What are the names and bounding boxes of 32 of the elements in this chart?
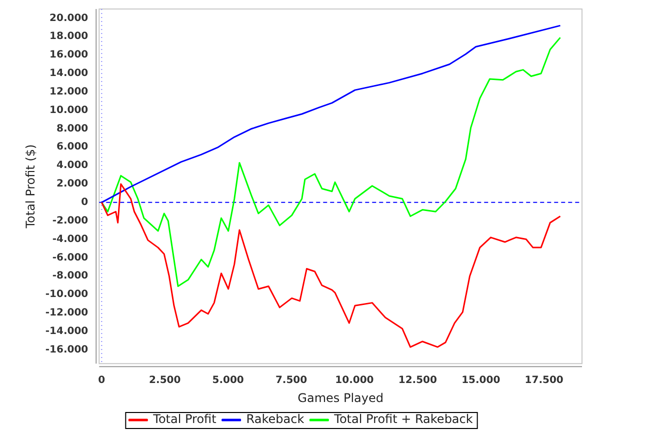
y-tick-label: -4.000 [52,234,88,245]
x-axis-title: Games Played [298,390,384,405]
x-tick-label: 15.000 [462,375,500,386]
x-tick-label: 17.500 [524,375,564,386]
y-tick-label: 0 [81,197,88,208]
y-tick-label: 18.000 [50,31,88,42]
x-tick-label: 5.000 [212,375,244,386]
y-tick-label: -2.000 [52,215,88,226]
y-tick-label: 6.000 [56,142,88,153]
y-tick-label: -16.000 [45,344,88,356]
y-tick-label: 8.000 [56,123,88,134]
y-tick-label: 4.000 [56,160,88,172]
y-tick-label: -14.000 [45,326,88,337]
y-tick-label: 16.000 [50,50,88,61]
y-tick-label: -10.000 [45,289,88,300]
x-tick-label: 0 [98,375,106,386]
y-tick-label: 14.000 [50,68,88,80]
y-tick-label: 10.000 [50,104,88,116]
x-tick-label: 2.500 [149,375,181,386]
y-tick-label: -6.000 [52,252,88,264]
x-tick-label: 12.500 [398,375,438,386]
y-tick-label: 12.000 [50,86,88,98]
legend-label: Total Profit + Rakeback [333,412,473,426]
legend-label: Rakeback [246,412,304,426]
y-tick-label: 2.000 [56,178,88,190]
x-tick-label: 10.000 [335,375,374,386]
legend-label: Total Profit [152,412,217,426]
y-tick-label: 20.000 [50,12,88,24]
x-tick-label: 7.500 [275,375,308,386]
y-axis-title: Total Profit ($) [23,144,38,230]
y-tick-label: -12.000 [45,308,88,319]
y-tick-label: -8.000 [52,270,88,282]
